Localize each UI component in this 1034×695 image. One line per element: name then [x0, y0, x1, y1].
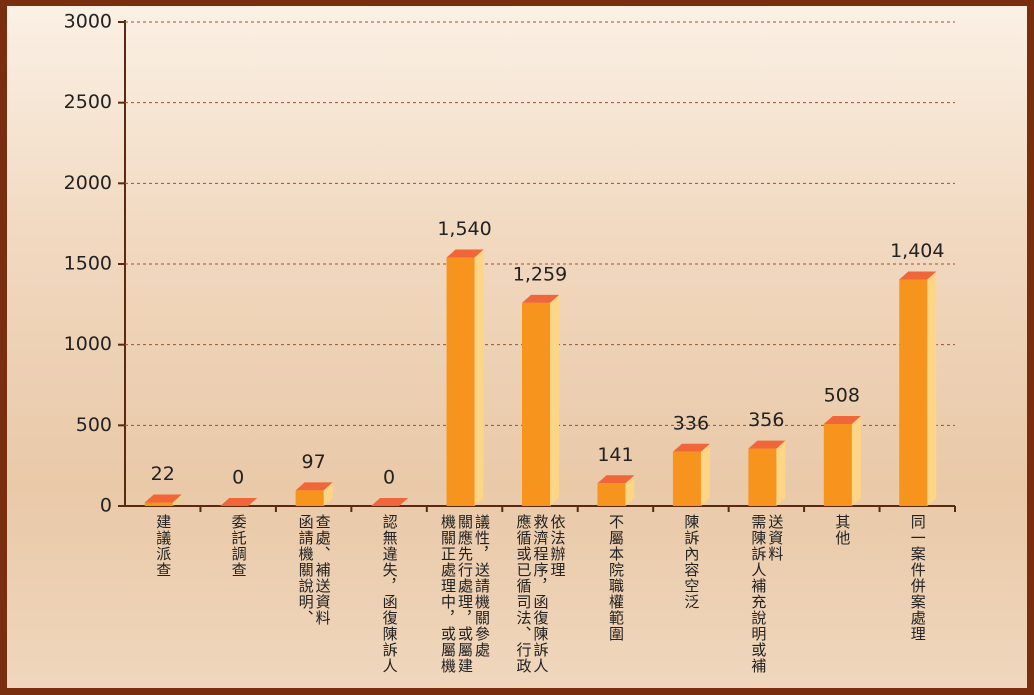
- x-tick-label: 陳訴內容空泛: [682, 514, 699, 610]
- bar-side: [475, 250, 484, 506]
- y-tick-label: 1000: [64, 333, 112, 355]
- bar-front: [824, 424, 852, 506]
- value-label: 0: [232, 467, 244, 489]
- bar-front: [899, 279, 927, 506]
- y-tick-label: 0: [100, 495, 112, 517]
- value-label: 1,404: [890, 240, 944, 262]
- x-tick-label: 建議派查: [154, 514, 171, 578]
- value-label: 97: [302, 451, 326, 473]
- bar-side: [927, 271, 936, 506]
- bar-top: [220, 498, 257, 506]
- x-tick-label: 委託調查: [230, 514, 247, 578]
- bar-front: [673, 452, 701, 506]
- bar-side: [776, 441, 785, 506]
- bar: [447, 250, 484, 506]
- x-tick-label: 送資料 需陳訴人補充說明或補: [749, 514, 783, 674]
- bar-side: [701, 444, 710, 506]
- x-tick-label: 不屬本院職權範圍: [607, 514, 624, 642]
- value-label: 1,540: [437, 218, 491, 240]
- value-label: 356: [748, 409, 784, 431]
- value-label: 22: [151, 463, 175, 485]
- value-label: 508: [824, 385, 860, 407]
- value-label: 141: [597, 444, 633, 466]
- bar: [899, 271, 936, 506]
- bar: [522, 295, 559, 506]
- value-label: 0: [383, 467, 395, 489]
- x-tick-label: 查處、補送資料 函請機關說明、: [297, 514, 331, 626]
- y-tick-label: 500: [76, 414, 112, 436]
- x-tick-label: 依法辦理 救濟程序，函復陳訴人 應循或已循司法、行政: [515, 514, 566, 674]
- bar-front: [296, 490, 324, 506]
- value-label: 1,259: [513, 263, 567, 285]
- y-tick-label: 2000: [64, 172, 112, 194]
- bar-side: [550, 295, 559, 506]
- x-tick-label: 認無違失，函復陳訴人: [381, 514, 398, 674]
- bar-front: [522, 303, 550, 506]
- value-label: 336: [673, 412, 709, 434]
- bar: [824, 416, 861, 506]
- bar: [371, 498, 408, 506]
- bar-front: [145, 502, 173, 506]
- y-tick-label: 2500: [64, 91, 112, 113]
- bar: [296, 482, 333, 506]
- x-tick-label: 其他: [833, 514, 850, 546]
- bar: [597, 475, 634, 506]
- chart-area: 0 500 1000 1500 2000 2500 3000 22 0 97 0 1,540 1,259…: [0, 0, 1034, 695]
- y-tick-label: 3000: [64, 11, 112, 33]
- bar-side: [852, 416, 861, 506]
- bar-front: [447, 258, 475, 506]
- bar: [220, 498, 257, 506]
- bar: [145, 494, 182, 506]
- x-tick-label: 議性，送請機關參處 關應先行處理，或屬建 機關正處理中，或屬機: [439, 514, 490, 674]
- bar-top: [371, 498, 408, 506]
- bar-front: [748, 449, 776, 506]
- bar-front: [597, 483, 625, 506]
- x-tick-label: 同一案件併案處理: [909, 514, 926, 642]
- bar: [748, 441, 785, 506]
- y-tick-label: 1500: [64, 253, 112, 275]
- bar: [673, 444, 710, 506]
